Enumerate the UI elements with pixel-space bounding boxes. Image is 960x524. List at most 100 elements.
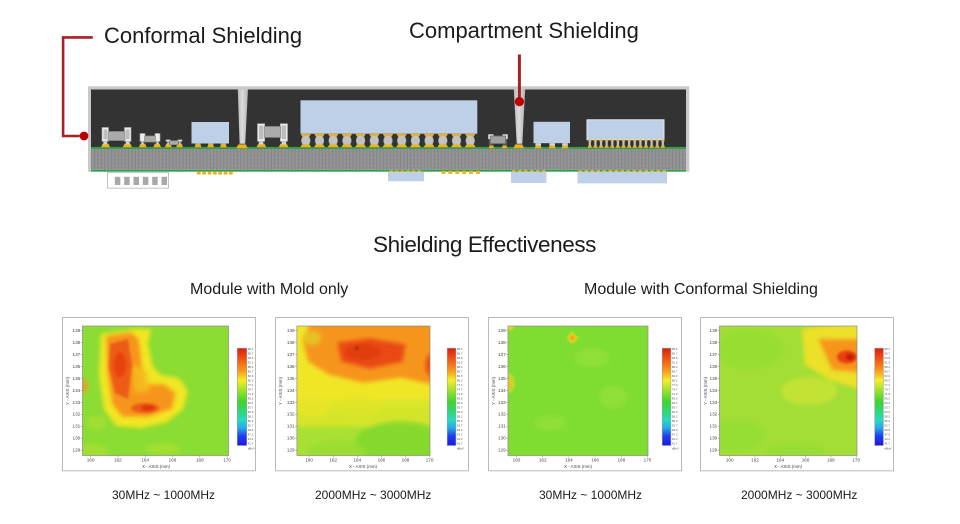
svg-text:138: 138 — [73, 340, 81, 345]
svg-text:99.4: 99.4 — [457, 347, 463, 351]
svg-text:136: 136 — [287, 363, 295, 368]
svg-text:133: 133 — [287, 399, 295, 404]
svg-text:160: 160 — [726, 457, 734, 462]
svg-text:132: 132 — [498, 411, 506, 416]
svg-text:80.2: 80.2 — [457, 378, 463, 382]
svg-text:135: 135 — [710, 375, 718, 380]
svg-text:44.4: 44.4 — [248, 437, 254, 441]
svg-text:71.9: 71.9 — [457, 392, 463, 396]
svg-text:63.7: 63.7 — [248, 405, 254, 409]
svg-text:80.2: 80.2 — [248, 378, 254, 382]
svg-text:160: 160 — [512, 457, 520, 462]
svg-text:47.2: 47.2 — [457, 432, 463, 436]
svg-text:63.7: 63.7 — [884, 405, 890, 409]
svg-text:136: 136 — [710, 363, 718, 368]
svg-text:131: 131 — [710, 423, 718, 428]
svg-text:129: 129 — [73, 447, 81, 452]
svg-text:74.7: 74.7 — [248, 387, 254, 391]
svg-text:131: 131 — [73, 423, 81, 428]
svg-text:74.7: 74.7 — [671, 387, 677, 391]
svg-text:139: 139 — [73, 328, 81, 333]
svg-text:41.7: 41.7 — [884, 441, 890, 445]
svg-text:60.9: 60.9 — [884, 410, 890, 414]
svg-text:85.7: 85.7 — [248, 369, 254, 373]
svg-text:55.4: 55.4 — [248, 419, 254, 423]
svg-text:130: 130 — [287, 435, 295, 440]
svg-text:133: 133 — [498, 399, 506, 404]
svg-text:96.7: 96.7 — [248, 351, 254, 355]
svg-text:138: 138 — [710, 340, 718, 345]
svg-text:132: 132 — [287, 411, 295, 416]
svg-text:44.4: 44.4 — [884, 437, 890, 441]
svg-text:168: 168 — [402, 457, 410, 462]
svg-text:69.2: 69.2 — [248, 396, 254, 400]
svg-text:55.4: 55.4 — [884, 419, 890, 423]
svg-text:85.7: 85.7 — [457, 369, 463, 373]
svg-text:dBuV: dBuV — [457, 446, 464, 450]
svg-text:139: 139 — [710, 328, 718, 333]
svg-text:132: 132 — [710, 411, 718, 416]
svg-text:93.9: 93.9 — [248, 356, 254, 360]
svg-text:88.4: 88.4 — [457, 365, 463, 369]
svg-text:74.7: 74.7 — [884, 387, 890, 391]
svg-text:88.4: 88.4 — [248, 365, 254, 369]
svg-text:47.2: 47.2 — [248, 432, 254, 436]
svg-text:170: 170 — [852, 457, 860, 462]
svg-text:133: 133 — [710, 399, 718, 404]
svg-text:77.4: 77.4 — [457, 383, 463, 387]
svg-text:44.4: 44.4 — [457, 437, 463, 441]
svg-text:166: 166 — [378, 457, 386, 462]
svg-text:170: 170 — [426, 457, 434, 462]
svg-text:58.2: 58.2 — [457, 414, 463, 418]
svg-text:77.4: 77.4 — [671, 383, 677, 387]
svg-text:93.9: 93.9 — [884, 356, 890, 360]
svg-text:164: 164 — [776, 457, 784, 462]
svg-text:63.7: 63.7 — [671, 405, 677, 409]
svg-text:134: 134 — [73, 387, 81, 392]
svg-text:134: 134 — [287, 387, 295, 392]
svg-text:99.4: 99.4 — [248, 347, 254, 351]
svg-text:58.2: 58.2 — [884, 414, 890, 418]
svg-text:164: 164 — [141, 457, 149, 462]
svg-text:168: 168 — [617, 457, 625, 462]
svg-text:69.2: 69.2 — [884, 396, 890, 400]
svg-text:96.7: 96.7 — [884, 351, 890, 355]
svg-text:135: 135 — [498, 375, 506, 380]
svg-text:80.2: 80.2 — [884, 378, 890, 382]
svg-text:129: 129 — [498, 447, 506, 452]
svg-text:Y - AXIS (mm): Y - AXIS (mm) — [65, 376, 70, 405]
svg-text:66.4: 66.4 — [671, 401, 677, 405]
svg-text:91.2: 91.2 — [248, 360, 254, 364]
svg-text:139: 139 — [287, 328, 295, 333]
svg-text:52.7: 52.7 — [884, 423, 890, 427]
svg-text:130: 130 — [73, 435, 81, 440]
svg-text:66.4: 66.4 — [457, 401, 463, 405]
svg-text:69.2: 69.2 — [457, 396, 463, 400]
svg-text:60.9: 60.9 — [671, 410, 677, 414]
svg-text:99.4: 99.4 — [671, 347, 677, 351]
svg-text:160: 160 — [305, 457, 313, 462]
svg-text:134: 134 — [710, 387, 718, 392]
svg-text:130: 130 — [498, 435, 506, 440]
svg-text:60.9: 60.9 — [457, 410, 463, 414]
svg-text:131: 131 — [287, 423, 295, 428]
svg-text:168: 168 — [827, 457, 835, 462]
svg-text:93.9: 93.9 — [671, 356, 677, 360]
svg-text:137: 137 — [287, 351, 295, 356]
svg-text:88.4: 88.4 — [884, 365, 890, 369]
svg-text:71.9: 71.9 — [248, 392, 254, 396]
svg-text:82.9: 82.9 — [884, 374, 890, 378]
svg-text:96.7: 96.7 — [671, 351, 677, 355]
svg-text:168: 168 — [196, 457, 204, 462]
svg-text:dBuV: dBuV — [884, 446, 891, 450]
svg-text:166: 166 — [591, 457, 599, 462]
svg-text:160: 160 — [87, 457, 95, 462]
svg-text:49.9: 49.9 — [884, 428, 890, 432]
svg-text:82.9: 82.9 — [248, 374, 254, 378]
svg-text:Y - AXIS (mm): Y - AXIS (mm) — [278, 376, 283, 405]
svg-text:77.4: 77.4 — [884, 383, 890, 387]
svg-text:41.7: 41.7 — [671, 441, 677, 445]
svg-text:88.4: 88.4 — [671, 365, 677, 369]
svg-text:91.2: 91.2 — [884, 360, 890, 364]
svg-text:138: 138 — [287, 340, 295, 345]
